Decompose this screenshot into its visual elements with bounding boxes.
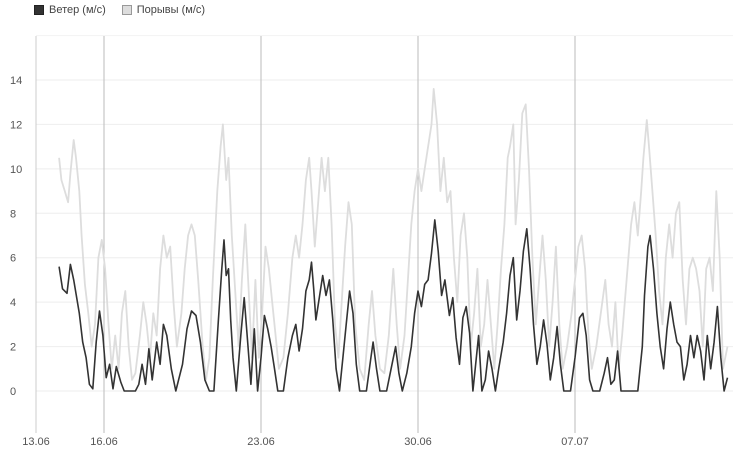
y-tick-label: 4	[10, 297, 16, 309]
axes: 0 2 4 6 8 10 12 14 13.06 16.06 23.06 30.06 07.07	[10, 36, 589, 448]
x-tick-label: 16.06	[90, 436, 118, 448]
legend-swatch-wind	[34, 5, 44, 15]
series-line-gusts[interactable]	[58, 88, 729, 381]
y-tick-label: 10	[10, 164, 22, 176]
legend-label-wind: Ветер (м/с)	[49, 4, 106, 16]
legend: Ветер (м/с) Порывы (м/с)	[34, 4, 205, 16]
legend-label-gusts: Порывы (м/с)	[136, 4, 206, 16]
y-tick-label: 8	[10, 208, 16, 220]
x-tick-label: 07.07	[561, 436, 589, 448]
legend-item-gusts[interactable]: Порывы (м/с)	[121, 4, 206, 16]
x-tick-label: 30.06	[404, 436, 432, 448]
y-tick-label: 0	[10, 386, 16, 398]
grid	[36, 35, 733, 433]
y-tick-label: 12	[10, 119, 22, 131]
series-line-wind[interactable]	[58, 219, 729, 392]
series-group	[58, 88, 729, 392]
y-tick-label: 2	[10, 342, 16, 354]
y-tick-label: 6	[10, 253, 16, 265]
x-tick-label: 13.06	[22, 436, 50, 448]
legend-item-wind[interactable]: Ветер (м/с)	[34, 4, 106, 16]
y-tick-label: 14	[10, 75, 22, 87]
x-tick-label: 23.06	[247, 436, 275, 448]
legend-swatch-gusts	[121, 5, 132, 15]
